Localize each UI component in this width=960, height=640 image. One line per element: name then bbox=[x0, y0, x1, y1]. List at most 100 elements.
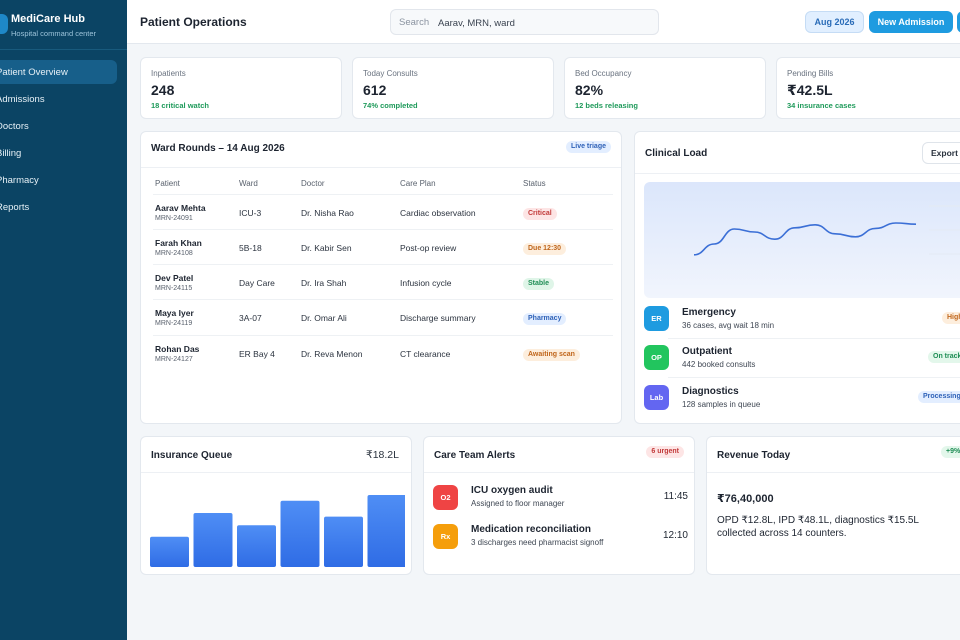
patient-care-plan: Post-op review bbox=[400, 243, 457, 253]
column-header-ward: Ward bbox=[239, 179, 258, 188]
load-status-badge: On track bbox=[928, 351, 960, 363]
patient-mrn: MRN-24115 bbox=[155, 285, 193, 292]
clinical-load-trend-chart bbox=[644, 182, 960, 298]
top-header: Patient Operations Search Aug 2026 New A… bbox=[127, 0, 960, 44]
insurance-queue-bar-chart bbox=[150, 495, 405, 567]
stat-sub: 18 critical watch bbox=[151, 101, 209, 110]
patient-ward: Day Care bbox=[239, 278, 275, 288]
load-item-desc: 128 samples in queue bbox=[682, 400, 761, 409]
stat-value: ₹42.5L bbox=[787, 82, 833, 98]
sidebar-item-admissions[interactable]: Admissions bbox=[0, 87, 127, 111]
load-status-badge: Processing bbox=[918, 391, 960, 403]
patient-name: Dev Patel bbox=[155, 273, 194, 283]
patient-mrn: MRN-24108 bbox=[155, 250, 193, 257]
stat-sub: 34 insurance cases bbox=[787, 101, 856, 110]
stat-card-bed-occupancy: Bed Occupancy 82% 12 beds releasing bbox=[564, 57, 766, 119]
stat-sub: 12 beds releasing bbox=[575, 101, 638, 110]
sidebar-item-label: Doctors bbox=[0, 121, 29, 132]
table-row[interactable]: Dev Patel MRN-24115 Day Care Dr. Ira Sha… bbox=[153, 264, 613, 299]
patient-name: Maya Iyer bbox=[155, 308, 194, 318]
sidebar-item-label: Pharmacy bbox=[0, 175, 39, 186]
stat-value: 248 bbox=[151, 82, 175, 98]
stat-sub: 74% completed bbox=[363, 101, 418, 110]
alert-time: 11:45 bbox=[663, 491, 688, 502]
revenue-title: Revenue Today bbox=[717, 450, 791, 461]
sidebar-item-pharmacy[interactable]: Pharmacy bbox=[0, 168, 127, 192]
search-input[interactable] bbox=[438, 14, 648, 32]
patient-name: Farah Khan bbox=[155, 238, 202, 248]
load-status-badge: High bbox=[942, 312, 960, 324]
alert-title: Medication reconciliation bbox=[471, 524, 592, 535]
page-title: Patient Operations bbox=[140, 15, 247, 29]
patient-care-plan: Infusion cycle bbox=[400, 278, 452, 288]
revenue-divider bbox=[707, 472, 960, 473]
emergency-icon: ER bbox=[644, 306, 669, 331]
status-badge: Due 12:30 bbox=[523, 243, 567, 255]
live-triage-badge: Live triage bbox=[565, 141, 611, 153]
table-row[interactable]: Rohan Das MRN-24127 ER Bay 4 Dr. Reva Me… bbox=[153, 335, 613, 370]
insurance-queue-bar bbox=[150, 536, 189, 567]
column-header-doctor: Doctor bbox=[301, 179, 325, 188]
insurance-queue-bar bbox=[367, 495, 405, 567]
patient-ward: 3A-07 bbox=[239, 313, 262, 323]
load-item-diagnostics[interactable]: Lab Diagnostics 128 samples in queue Pro… bbox=[644, 383, 960, 419]
insurance-queue-card: Insurance Queue ₹18.2L bbox=[140, 436, 412, 575]
column-header-patient: Patient bbox=[155, 179, 180, 188]
alert-item-medication-reconciliation[interactable]: Rx Medication reconciliation 3 discharge… bbox=[433, 522, 688, 552]
sidebar-item-billing[interactable]: Billing bbox=[0, 141, 127, 165]
table-row[interactable]: Maya Iyer MRN-24119 3A-07 Dr. Omar Ali D… bbox=[153, 299, 613, 334]
load-item-emergency[interactable]: ER Emergency 36 cases, avg wait 18 min H… bbox=[644, 304, 960, 340]
sidebar-item-reports[interactable]: Reports bbox=[0, 195, 127, 219]
stat-card-consults: Today Consults 612 74% completed bbox=[352, 57, 554, 119]
sidebar-item-label: Reports bbox=[0, 202, 30, 213]
status-badge: Critical bbox=[523, 208, 557, 220]
brand-subtitle: Hospital command center bbox=[11, 29, 97, 38]
patient-care-plan: CT clearance bbox=[400, 349, 451, 359]
insurance-queue-bar bbox=[280, 500, 320, 567]
chart-background bbox=[644, 182, 960, 298]
alert-title: ICU oxygen audit bbox=[471, 485, 553, 496]
revenue-today-card: Revenue Today +9% ₹76,40,000 OPD ₹12.8L,… bbox=[706, 436, 960, 575]
care-alerts-divider bbox=[424, 472, 694, 473]
table-row[interactable]: Farah Khan MRN-24108 5B-18 Dr. Kabir Sen… bbox=[153, 229, 613, 264]
urgent-count-badge: 6 urgent bbox=[646, 446, 684, 458]
ward-rounds-title: Ward Rounds – 14 Aug 2026 bbox=[151, 143, 285, 154]
load-separator bbox=[668, 377, 960, 378]
table-row[interactable]: Aarav Mehta MRN-24091 ICU-3 Dr. Nisha Ra… bbox=[153, 194, 613, 229]
load-item-outpatient[interactable]: OP Outpatient 442 booked consults On tra… bbox=[644, 343, 960, 379]
load-item-desc: 36 cases, avg wait 18 min bbox=[682, 321, 775, 330]
new-admission-button[interactable]: New Admission bbox=[869, 11, 953, 33]
status-badge: Pharmacy bbox=[523, 313, 567, 325]
patient-name: Aarav Mehta bbox=[155, 203, 206, 213]
alert-item-oxygen-audit[interactable]: O2 ICU oxygen audit Assigned to floor ma… bbox=[433, 483, 688, 513]
alert-time: 12:10 bbox=[662, 530, 688, 541]
column-header-care-plan: Care Plan bbox=[400, 179, 436, 188]
search-box[interactable]: Search bbox=[390, 9, 659, 35]
sidebar-item-patient-overview[interactable]: Patient Overview bbox=[0, 60, 117, 84]
sidebar-item-doctors[interactable]: Doctors bbox=[0, 114, 127, 138]
stat-label: Bed Occupancy bbox=[575, 69, 632, 78]
stat-label: Today Consults bbox=[363, 69, 418, 78]
patient-doctor: Dr. Reva Menon bbox=[301, 349, 363, 359]
sidebar-item-label: Patient Overview bbox=[0, 67, 68, 78]
status-badge: Awaiting scan bbox=[523, 349, 580, 361]
revenue-growth-badge: +9% bbox=[941, 446, 960, 458]
load-separator bbox=[668, 338, 960, 339]
alert-desc: 3 discharges need pharmacist signoff bbox=[471, 538, 604, 547]
prescription-icon: Rx bbox=[433, 524, 458, 549]
brand-logo-icon bbox=[0, 14, 8, 34]
patient-doctor: Dr. Kabir Sen bbox=[301, 243, 352, 253]
clinical-load-trend-line bbox=[693, 222, 917, 256]
date-filter-button[interactable]: Aug 2026 bbox=[805, 11, 864, 33]
load-item-name: Emergency bbox=[682, 307, 736, 318]
stat-label: Inpatients bbox=[151, 69, 186, 78]
column-header-status: Status bbox=[523, 179, 546, 188]
patient-mrn: MRN-24091 bbox=[155, 215, 193, 222]
ward-rounds-divider bbox=[141, 167, 621, 168]
load-item-desc: 442 booked consults bbox=[682, 360, 756, 369]
export-button[interactable]: Export bbox=[922, 142, 960, 164]
profile-button[interactable] bbox=[957, 11, 960, 33]
revenue-breakdown: OPD ₹12.8L, IPD ₹48.1L, diagnostics ₹15.… bbox=[717, 515, 919, 539]
alert-desc: Assigned to floor manager bbox=[471, 499, 565, 508]
clinical-load-card: Clinical Load Export ER Emergency 36 cas… bbox=[634, 131, 960, 424]
